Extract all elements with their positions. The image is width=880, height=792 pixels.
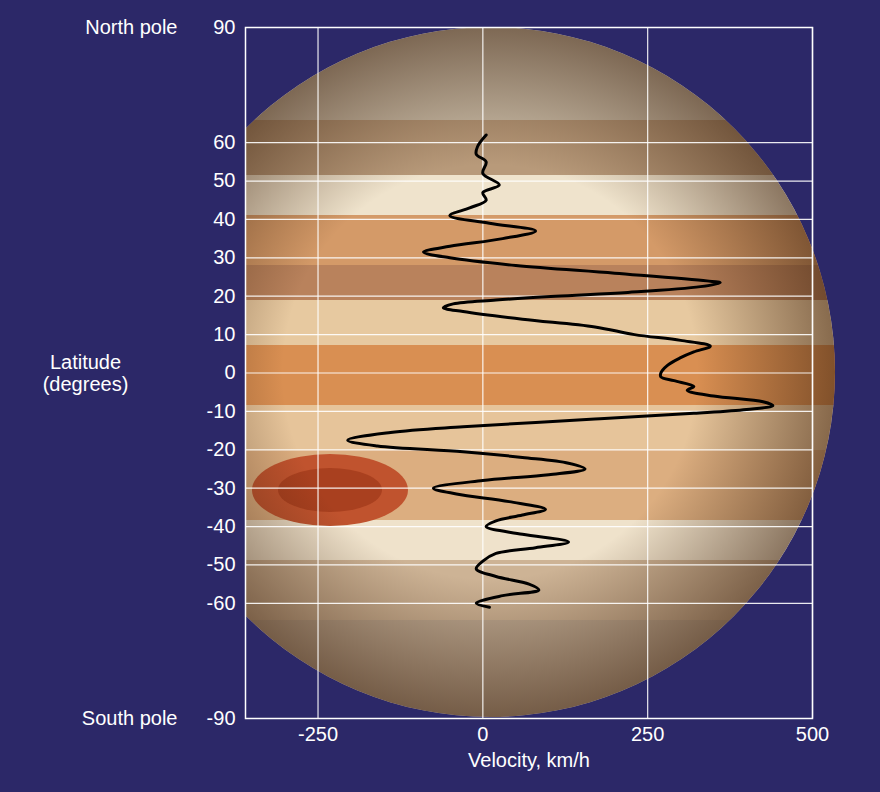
svg-text:40: 40 [213, 208, 235, 230]
svg-text:50: 50 [213, 169, 235, 191]
svg-text:Velocity, km/h: Velocity, km/h [468, 749, 590, 771]
svg-text:-10: -10 [207, 400, 236, 422]
svg-text:-50: -50 [207, 553, 236, 575]
svg-text:-60: -60 [207, 592, 236, 614]
svg-text:-90: -90 [207, 707, 236, 729]
svg-text:90: 90 [213, 16, 235, 38]
svg-text:30: 30 [213, 246, 235, 268]
svg-text:South pole: South pole [82, 707, 178, 729]
svg-text:500: 500 [796, 723, 829, 745]
svg-text:20: 20 [213, 285, 235, 307]
svg-text:10: 10 [213, 323, 235, 345]
svg-text:-40: -40 [207, 515, 236, 537]
svg-text:250: 250 [631, 723, 664, 745]
svg-text:60: 60 [213, 131, 235, 153]
svg-text:-30: -30 [207, 477, 236, 499]
svg-text:Latitude(degrees): Latitude(degrees) [43, 351, 129, 395]
svg-text:0: 0 [477, 723, 488, 745]
svg-text:0: 0 [224, 361, 235, 383]
svg-text:North pole: North pole [85, 16, 177, 38]
svg-text:-20: -20 [207, 438, 236, 460]
svg-text:-250: -250 [298, 723, 338, 745]
